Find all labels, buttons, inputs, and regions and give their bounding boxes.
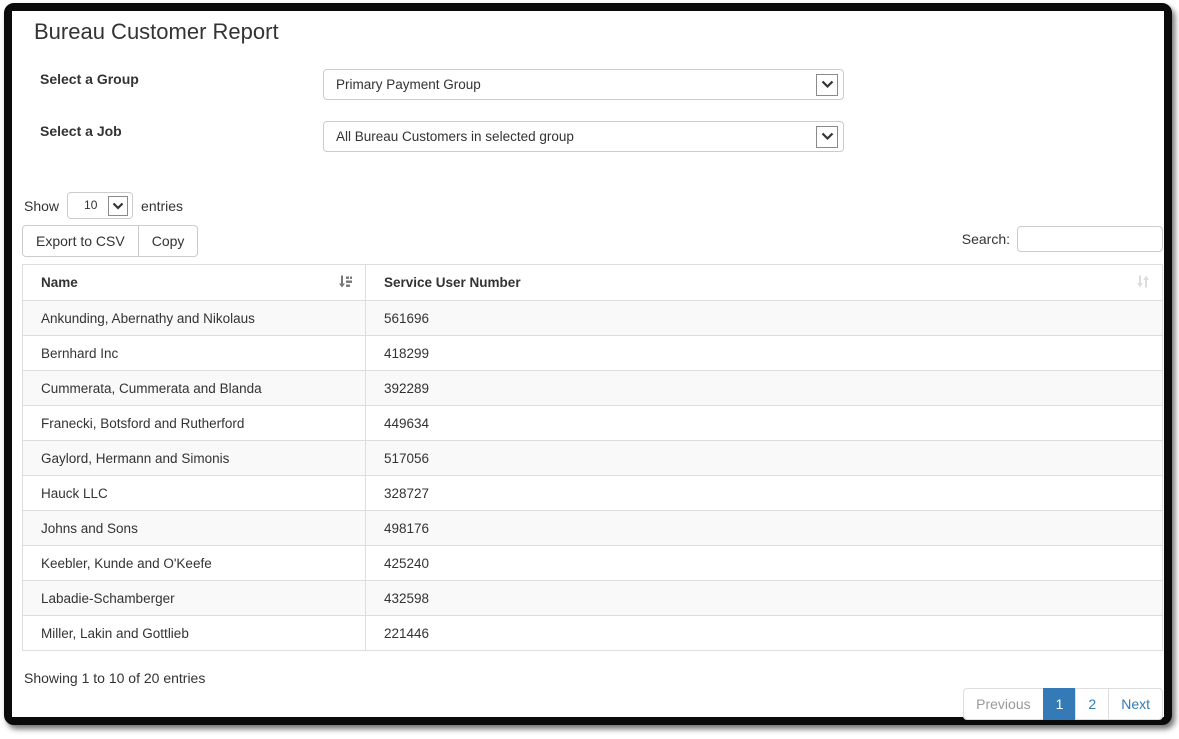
cell-name: Franecki, Botsford and Rutherford [23, 406, 366, 441]
search-label: Search: [962, 231, 1010, 247]
cell-service-user-number: 517056 [366, 441, 1163, 476]
report-page: Bureau Customer Report Select a Group Pr… [12, 11, 1164, 717]
table-row: Gaylord, Hermann and Simonis 517056 [23, 441, 1163, 476]
page-size-value: 10 [84, 193, 97, 218]
cell-name: Johns and Sons [23, 511, 366, 546]
sort-unsorted-icon [1136, 274, 1150, 291]
table-row: Cummerata, Cummerata and Blanda 392289 [23, 371, 1163, 406]
search-control: Search: [962, 226, 1163, 252]
group-select[interactable]: Primary Payment Group [323, 69, 844, 100]
report-window: Bureau Customer Report Select a Group Pr… [4, 3, 1172, 725]
cell-name: Hauck LLC [23, 476, 366, 511]
search-input[interactable] [1017, 226, 1163, 252]
column-header-service-user-number[interactable]: Service User Number [366, 265, 1163, 301]
table-row: Ankunding, Abernathy and Nikolaus 561696 [23, 301, 1163, 336]
job-label: Select a Job [40, 123, 122, 139]
table-row: Keebler, Kunde and O'Keefe 425240 [23, 546, 1163, 581]
page-length-control: Show 10 entries [24, 192, 183, 219]
job-select-value: All Bureau Customers in selected group [336, 122, 574, 151]
show-label: Show [24, 198, 59, 214]
chevron-down-icon [816, 126, 838, 148]
pagination-previous[interactable]: Previous [963, 688, 1043, 720]
cell-service-user-number: 392289 [366, 371, 1163, 406]
cell-name: Miller, Lakin and Gottlieb [23, 616, 366, 651]
group-select-value: Primary Payment Group [336, 70, 481, 99]
cell-name: Keebler, Kunde and O'Keefe [23, 546, 366, 581]
table-row: Hauck LLC 328727 [23, 476, 1163, 511]
export-button-group: Export to CSV Copy [22, 225, 198, 257]
cell-service-user-number: 221446 [366, 616, 1163, 651]
table-row: Franecki, Botsford and Rutherford 449634 [23, 406, 1163, 441]
cell-service-user-number: 449634 [366, 406, 1163, 441]
pagination-page-2[interactable]: 2 [1075, 688, 1109, 720]
chevron-down-icon [816, 74, 838, 96]
cell-name: Bernhard Inc [23, 336, 366, 371]
pagination-page-1[interactable]: 1 [1043, 688, 1077, 720]
entries-label: entries [141, 198, 183, 214]
page-size-select[interactable]: 10 [67, 192, 133, 219]
copy-button[interactable]: Copy [139, 225, 199, 257]
cell-service-user-number: 425240 [366, 546, 1163, 581]
cell-service-user-number: 418299 [366, 336, 1163, 371]
cell-name: Cummerata, Cummerata and Blanda [23, 371, 366, 406]
cell-name: Gaylord, Hermann and Simonis [23, 441, 366, 476]
cell-name: Labadie-Schamberger [23, 581, 366, 616]
table-row: Labadie-Schamberger 432598 [23, 581, 1163, 616]
cell-service-user-number: 432598 [366, 581, 1163, 616]
cell-service-user-number: 561696 [366, 301, 1163, 336]
cell-name: Ankunding, Abernathy and Nikolaus [23, 301, 366, 336]
column-header-name[interactable]: Name [23, 265, 366, 301]
cell-service-user-number: 498176 [366, 511, 1163, 546]
entries-summary: Showing 1 to 10 of 20 entries [24, 670, 205, 686]
group-label: Select a Group [40, 71, 139, 87]
export-csv-button[interactable]: Export to CSV [22, 225, 139, 257]
cell-service-user-number: 328727 [366, 476, 1163, 511]
job-select[interactable]: All Bureau Customers in selected group [323, 121, 844, 152]
pagination: Previous 1 2 Next [963, 688, 1163, 720]
page-title: Bureau Customer Report [34, 19, 279, 45]
table-row: Miller, Lakin and Gottlieb 221446 [23, 616, 1163, 651]
customer-table: Name Ser [22, 264, 1163, 651]
table-row: Bernhard Inc 418299 [23, 336, 1163, 371]
chevron-down-icon [108, 196, 128, 216]
sort-ascending-icon [338, 274, 353, 291]
table-row: Johns and Sons 498176 [23, 511, 1163, 546]
pagination-next[interactable]: Next [1108, 688, 1163, 720]
table-header-row: Name Ser [23, 265, 1163, 301]
